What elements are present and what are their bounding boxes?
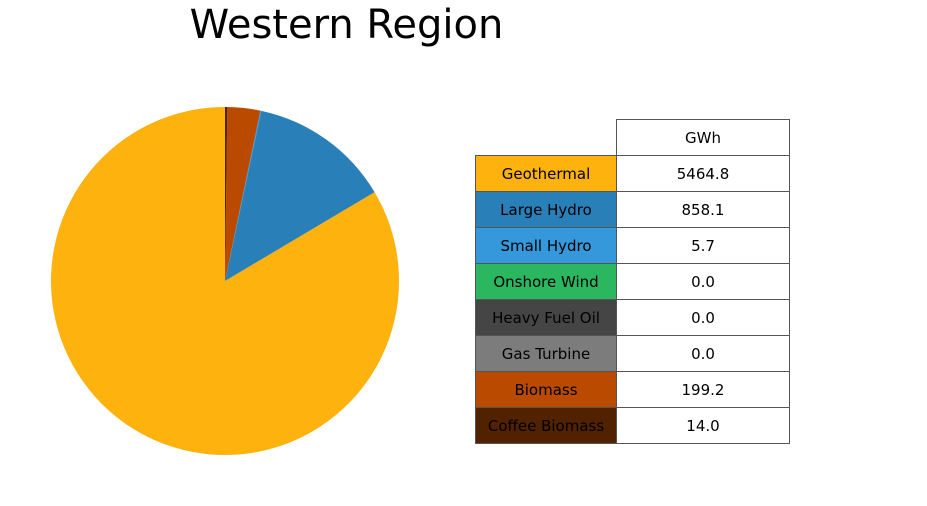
value-cell-small-hydro: 5.7 [616, 227, 790, 264]
table-header-gwh: GWh [616, 119, 790, 156]
table-row-large-hydro: Large Hydro 858.1 [475, 191, 790, 228]
legend-label-heavy-fuel-oil: Heavy Fuel Oil [475, 299, 617, 336]
value-cell-biomass: 199.2 [616, 371, 790, 408]
legend-label-onshore-wind: Onshore Wind [475, 263, 617, 300]
table-row-heavy-fuel-oil: Heavy Fuel Oil 0.0 [475, 299, 790, 336]
legend-label-biomass: Biomass [475, 371, 617, 408]
pie-slice-coffee-biomass [225, 107, 228, 281]
data-table: GWh Geothermal 5464.8 Large Hydro 858.1 Smal… [475, 119, 790, 444]
table-row-coffee-biomass: Coffee Biomass 14.0 [475, 407, 790, 444]
pie-slice-large-hydro [225, 110, 375, 281]
value-cell-onshore-wind: 0.0 [616, 263, 790, 300]
pie-slice-small-hydro [225, 110, 262, 281]
pie-slice-geothermal [50, 107, 400, 455]
chart-title: Western Region [189, 2, 504, 48]
table-row-geothermal: Geothermal 5464.8 [475, 155, 790, 192]
table-row-gas-turbine: Gas Turbine 0.0 [475, 335, 790, 372]
value-cell-gas-turbine: 0.0 [616, 335, 790, 372]
legend-label-gas-turbine: Gas Turbine [475, 335, 617, 372]
legend-label-small-hydro: Small Hydro [475, 227, 617, 264]
legend-label-large-hydro: Large Hydro [475, 191, 617, 228]
value-cell-heavy-fuel-oil: 0.0 [616, 299, 790, 336]
value-cell-coffee-biomass: 14.0 [616, 407, 790, 444]
legend-label-geothermal: Geothermal [475, 155, 617, 192]
value-cell-geothermal: 5464.8 [616, 155, 790, 192]
table-row-small-hydro: Small Hydro 5.7 [475, 227, 790, 264]
value-cell-large-hydro: 858.1 [616, 191, 790, 228]
table-header-row: GWh [476, 119, 790, 156]
table-corner [476, 120, 617, 156]
pie-chart [50, 107, 400, 455]
pie-slice-biomass [225, 107, 261, 281]
legend-label-coffee-biomass: Coffee Biomass [475, 407, 617, 444]
table-row-onshore-wind: Onshore Wind 0.0 [475, 263, 790, 300]
table-row-biomass: Biomass 199.2 [475, 371, 790, 408]
